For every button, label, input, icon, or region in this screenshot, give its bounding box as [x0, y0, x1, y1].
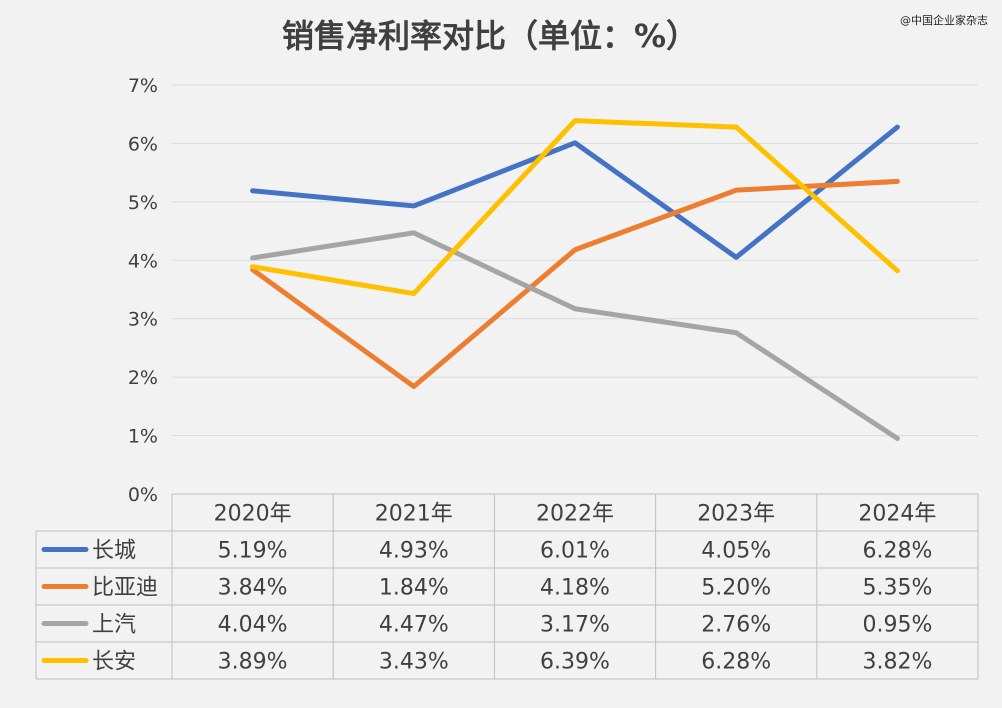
table-cell-value: 3.89%: [218, 650, 288, 675]
series-line: [250, 178, 900, 389]
table-cell-value: 3.82%: [862, 650, 932, 675]
table-cell-value: 4.93%: [379, 539, 449, 564]
series-name: 比亚迪: [92, 576, 158, 601]
gridlines: [172, 84, 978, 437]
table-cell-value: 4.18%: [540, 576, 610, 601]
series-line: [250, 118, 900, 297]
y-tick-label: 4%: [128, 250, 158, 272]
category-label: 2022年: [536, 502, 614, 527]
table-cell-value: 6.28%: [701, 650, 771, 675]
y-tick-label: 1%: [128, 426, 158, 448]
series-name: 上汽: [92, 613, 136, 638]
series-lines: [250, 118, 900, 441]
y-tick-label: 0%: [128, 484, 158, 506]
series-name: 长安: [92, 650, 136, 675]
table-cell-value: 6.39%: [540, 650, 610, 675]
y-tick-label: 7%: [128, 75, 158, 97]
category-label: 2023年: [697, 502, 775, 527]
credit-watermark: @中国企业家杂志: [900, 13, 988, 27]
chart-title: 销售净利率对比（单位：%）: [282, 17, 698, 55]
series-line: [250, 124, 900, 260]
category-label: 2024年: [858, 502, 936, 527]
table-cell-value: 1.84%: [379, 576, 449, 601]
category-label: 2020年: [214, 502, 292, 527]
y-tick-label: 3%: [128, 309, 158, 331]
table-cell-value: 4.47%: [379, 613, 449, 638]
table-cell-value: 4.05%: [701, 539, 771, 564]
table-cell-value: 2.76%: [701, 613, 771, 638]
table-cell-value: 3.17%: [540, 613, 610, 638]
y-tick-label: 5%: [128, 192, 158, 214]
table-cell-value: 5.19%: [218, 539, 288, 564]
table-cell-value: 3.84%: [218, 576, 288, 601]
series-line: [250, 230, 900, 441]
table-cell-value: 0.95%: [862, 613, 932, 638]
y-tick-label: 2%: [128, 367, 158, 389]
table-cell-value: 4.04%: [218, 613, 288, 638]
y-axis-ticks: 0% 1% 2% 3% 4% 5% 6% 7%: [128, 75, 158, 506]
category-label: 2021年: [375, 502, 453, 527]
table-cell-value: 3.43%: [379, 650, 449, 675]
table-cell-value: 5.20%: [701, 576, 771, 601]
table-cell-value: 6.01%: [540, 539, 610, 564]
y-tick-label: 6%: [128, 133, 158, 155]
table-cell-value: 6.28%: [862, 539, 932, 564]
series-name: 长城: [92, 539, 136, 564]
table-cell-value: 5.35%: [862, 576, 932, 601]
